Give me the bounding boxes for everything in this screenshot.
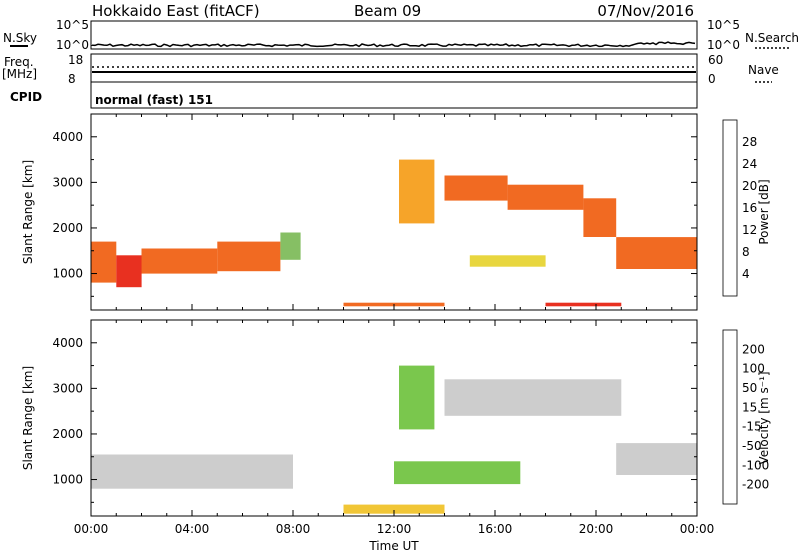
x-tick-label: 04:00 <box>175 522 210 536</box>
noise-right-tick-top: 10^5 <box>707 18 740 32</box>
noise-trace <box>91 41 696 48</box>
cpid-label: CPID <box>10 90 42 104</box>
nave-label: Nave <box>748 63 779 77</box>
echo-band <box>616 443 697 475</box>
power-ylabel: Slant Range [km] <box>21 160 35 264</box>
colorbar-tick-label: -100 <box>742 458 769 472</box>
noise-left-tick-bottom: 10^0 <box>56 38 89 52</box>
echo-band <box>280 232 301 260</box>
freq-right-tick-top: 60 <box>708 53 723 67</box>
x-tick-label: 20:00 <box>579 522 614 536</box>
colorbar-tick-label: 4 <box>742 267 750 281</box>
freq-right-tick-bottom: 0 <box>708 72 716 86</box>
y-tick-label: 4000 <box>52 336 83 350</box>
station-title: Hokkaido East (fitACF) <box>92 2 260 20</box>
beam-title: Beam 09 <box>354 2 421 20</box>
colorbar-tick-label: -50 <box>742 439 762 453</box>
colorbar-tick-label: -15 <box>742 420 762 434</box>
cpid-strip <box>90 81 698 109</box>
freq-label: Freq. <box>4 55 34 69</box>
noise-right-tick-bottom: 10^0 <box>707 38 740 52</box>
echo-band <box>444 175 508 201</box>
colorbar-tick-label: 100 <box>742 362 765 376</box>
power-colorbar-label: Power [dB] <box>757 179 771 244</box>
velocity-ylabel: Slant Range [km] <box>21 366 35 470</box>
echo-band <box>91 241 117 283</box>
y-tick-label: 2000 <box>52 221 83 235</box>
colorbar-tick-label: 24 <box>742 157 757 171</box>
colorbar-tick-label: 8 <box>742 245 750 259</box>
y-tick-label: 3000 <box>52 381 83 395</box>
echo-band <box>343 504 445 514</box>
echo-band <box>91 454 293 489</box>
echo-band <box>545 302 622 307</box>
echo-band <box>217 241 281 272</box>
colorbar-tick-label: 28 <box>742 135 757 149</box>
y-tick-label: 4000 <box>52 130 83 144</box>
freq-strip <box>90 53 698 83</box>
x-tick-label: 08:00 <box>276 522 311 536</box>
colorbar-tick-label: 50 <box>742 381 757 395</box>
colorbar-frame <box>722 119 738 297</box>
y-tick-label: 1000 <box>52 473 83 487</box>
noise-strip <box>90 20 698 50</box>
x-tick-label: 16:00 <box>478 522 513 536</box>
echo-band <box>583 198 617 237</box>
x-tick-label: 00:00 <box>680 522 715 536</box>
echo-band <box>507 184 584 210</box>
noise-left-tick-top: 10^5 <box>56 18 89 32</box>
power-panel: 1000 2000 3000 4000 <box>52 113 698 311</box>
x-axis-label: Time UT <box>368 539 419 553</box>
velocity-colorbar-label: Velocity [m s⁻¹] <box>757 371 771 464</box>
echo-band <box>399 365 435 430</box>
x-tick-label: 00:00 <box>74 522 109 536</box>
nsky-label: N.Sky <box>3 31 37 45</box>
colorbar-tick-label: 12 <box>742 223 757 237</box>
colorbar-tick-label: 20 <box>742 179 757 193</box>
y-tick-label: 3000 <box>52 175 83 189</box>
power-colorbar: 4 8 12 16 20 24 28 <box>722 119 757 297</box>
y-tick-label: 1000 <box>52 267 83 281</box>
echo-band <box>444 379 622 416</box>
y-tick-label: 2000 <box>52 427 83 441</box>
freq-left-tick-bottom: 8 <box>68 72 76 86</box>
echo-band <box>116 255 142 288</box>
date-title: 07/Nov/2016 <box>597 2 694 20</box>
colorbar-tick-label: 15 <box>742 400 757 414</box>
colorbar-tick-label: 16 <box>742 201 757 215</box>
colorbar-tick-label: -200 <box>742 478 769 492</box>
x-tick-label: 12:00 <box>377 522 412 536</box>
freq-left-tick-top: 18 <box>68 53 83 67</box>
velocity-colorbar: 200 100 50 15 -15 -50 -100 -200 <box>722 329 769 505</box>
echo-band <box>399 159 435 224</box>
echo-band <box>616 237 697 269</box>
velocity-panel: 1000 2000 3000 4000 00:00 04:00 08:00 12:00 16:0… <box>52 319 715 536</box>
echo-band <box>141 248 218 274</box>
echo-band <box>394 461 521 485</box>
colorbar-frame <box>722 329 738 505</box>
nsearch-label: N.Search <box>745 31 799 45</box>
freq-unit-label: [MHz] <box>2 67 37 81</box>
echo-band <box>469 255 546 267</box>
colorbar-tick-label: 200 <box>742 342 765 356</box>
cpid-value: normal (fast) 151 <box>95 93 213 107</box>
